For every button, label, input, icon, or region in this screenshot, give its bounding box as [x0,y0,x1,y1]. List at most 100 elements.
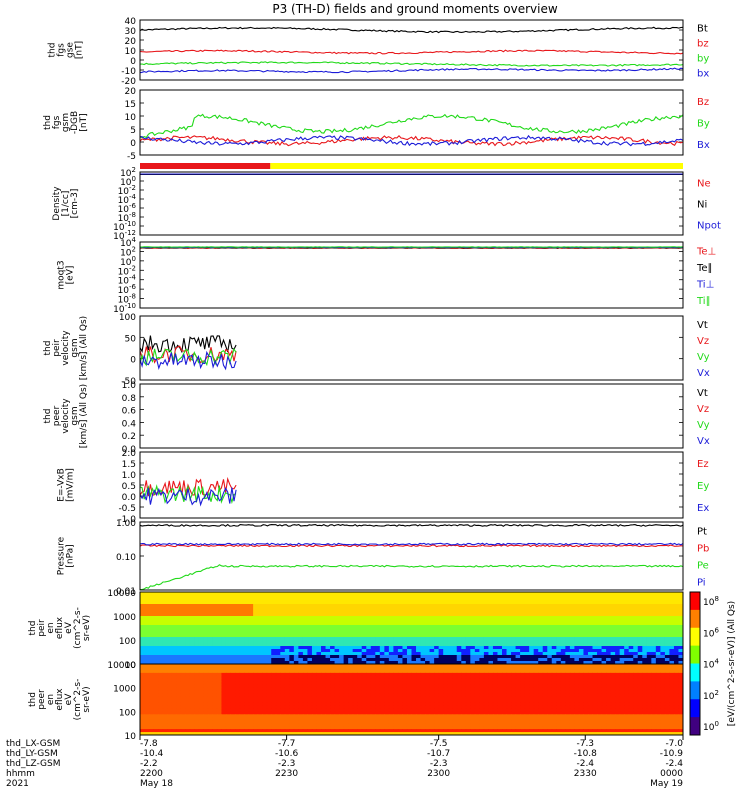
spectrogram-cell [628,687,634,692]
spectrogram-cell [393,616,399,620]
spectrogram-cell [642,601,648,605]
spectrogram-cell [447,658,453,662]
spectrogram-cell [230,705,236,709]
spectrogram-cell [574,622,580,626]
spectrogram-cell [660,652,666,656]
spectrogram-cell [678,702,684,706]
spectrogram-cell [610,678,616,683]
spectrogram-cell [574,634,580,638]
spectrogram-cell [185,708,191,712]
spectrogram-cell [669,601,675,605]
spectrogram-cell [642,598,648,602]
spectrogram-cell [248,607,254,611]
spectrogram-cell [492,637,498,641]
spectrogram-cell [203,649,209,653]
spectrogram-cell [185,643,191,647]
spectrogram-cell [316,613,322,617]
spectrogram-cell [194,595,200,599]
spectrogram-cell [357,690,363,695]
spectrogram-cell [592,684,598,689]
spectrogram-cell [524,681,530,686]
spectrogram-cell [646,601,652,605]
spectrogram-cell [664,690,670,695]
spectrogram-cell [239,669,245,674]
spectrogram-cell [334,595,340,599]
spectrogram-cell [646,595,652,599]
spectrogram-cell [203,631,209,635]
spectrogram-cell [216,696,222,700]
spectrogram-cell [352,637,358,641]
spectrogram-cell [610,628,616,632]
spectrogram-cell [416,678,422,683]
spectrogram-cell [438,616,444,620]
spectrogram-cell [610,646,616,650]
spectrogram-cell [673,592,679,596]
spectrogram-cell [239,690,245,695]
spectrogram-cell [298,693,304,698]
spectrogram-cell [479,619,485,623]
spectrogram-cell [642,640,648,644]
spectrogram-cell [176,708,182,712]
spectrogram-cell [533,661,539,665]
spectrogram-cell [248,640,254,644]
spectrogram-cell [488,652,494,656]
spectrogram-cell [361,634,367,638]
spectrogram-cell [583,696,589,700]
spectrogram-cell [406,628,412,632]
spectrogram-cell [158,681,164,686]
spectrogram-cell [311,655,317,659]
spectrogram-cell [149,625,155,629]
spectrogram-cell [330,631,336,635]
spectrogram-cell [592,693,598,698]
spectrogram-cell [669,625,675,629]
spectrogram-cell [520,592,526,596]
spectrogram-cell [280,675,286,680]
spectrogram-cell [216,675,222,680]
spectrogram-cell [271,625,277,629]
spectrogram-cell [271,610,277,614]
spectrogram-cell [547,595,553,599]
spectrogram-cell [592,678,598,683]
spectrogram-cell [379,666,385,671]
spectrogram-cell [384,643,390,647]
spectrogram-cell [664,655,670,659]
spectrogram-cell [529,649,535,653]
spectrogram-cell [176,655,182,659]
spectrogram-cell [551,601,557,605]
spectrogram-cell [574,702,580,706]
spectrogram-cell [533,643,539,647]
spectrogram-cell [316,622,322,626]
spectrogram-cell [569,658,575,662]
spectrogram-cell [583,625,589,629]
spectrogram-cell [452,658,458,662]
spectrogram-cell [162,607,168,611]
spectrogram-cell [207,702,213,706]
spectrogram-cell [239,681,245,686]
spectrogram-cell [375,678,381,683]
spectrogram-cell [452,622,458,626]
spectrogram-cell [506,634,512,638]
spectrogram-cell [180,619,186,623]
spectrogram-cell [402,675,408,680]
spectrogram-cell [402,684,408,689]
spectrogram-cell [615,631,621,635]
spectrogram-cell [447,696,453,700]
spectrogram-cell [370,601,376,605]
spectrogram-cell [171,678,177,683]
spectrogram-cell [592,598,598,602]
spectrogram-cell [511,604,517,608]
spectrogram-cell [275,693,281,698]
spectrogram-cell [239,652,245,656]
spectrogram-cell [524,646,530,650]
spectrogram-cell [275,708,281,712]
spectrogram-cell [207,625,213,629]
spectrogram-cell [456,607,462,611]
spectrogram-cell [447,646,453,650]
spectrogram-cell [574,699,580,703]
spectrogram-cell [406,604,412,608]
spectrogram-cell [574,664,580,668]
spectrogram-cell [244,631,250,635]
spectrogram-cell [384,592,390,596]
spectrogram-cell [325,607,331,611]
spectrogram-cell [307,595,313,599]
